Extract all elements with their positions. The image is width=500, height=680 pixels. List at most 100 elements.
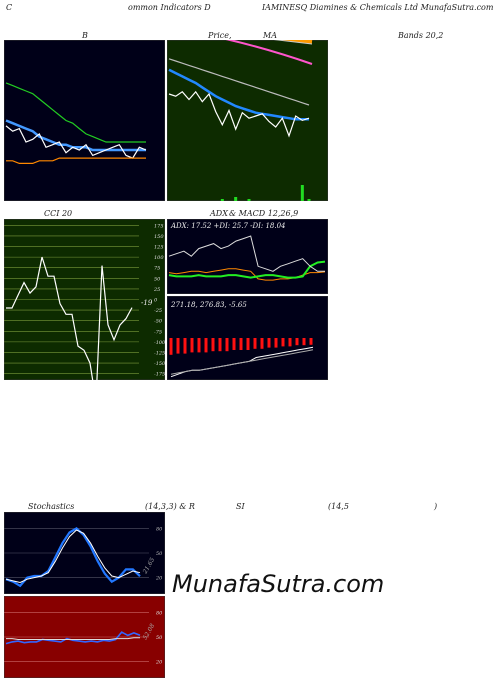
adx-line-+DI	[168, 260, 326, 279]
macd-bar	[204, 338, 208, 353]
macd-bar	[288, 338, 292, 347]
adx-panel: ADX: 17.52 +DI: 25.7 -DI: 18.04	[167, 219, 328, 294]
macd-bar	[190, 338, 194, 353]
stoch-line-1	[5, 529, 141, 584]
cci-tick-label: 25	[153, 287, 160, 293]
price-line-1	[168, 68, 309, 121]
close-paren-label: )	[434, 502, 438, 511]
volume-bar	[300, 185, 304, 201]
bollinger-series	[5, 82, 147, 165]
price-line-0	[168, 58, 310, 106]
macd-bar	[295, 338, 299, 346]
cci-line	[6, 256, 133, 380]
macd-panel: 271.18, 276.83, -5.65	[167, 296, 328, 380]
macd-bar	[239, 338, 243, 350]
rsi-grid: 80 50 20	[4, 610, 163, 666]
cci-tick-label: 150	[154, 234, 164, 240]
macd-bar	[260, 338, 264, 349]
cci-label: CCI 20	[44, 209, 73, 218]
bollinger-line-0	[5, 82, 146, 143]
stoch-tick-label: 20	[155, 576, 163, 582]
macd-bar	[218, 338, 222, 352]
price-ma-panel	[167, 40, 328, 201]
cci-grid: 175 150 125 100 75 50 25 0 -25 -50 -75 -100 -125 -150…	[4, 223, 165, 378]
macd-bars	[169, 338, 313, 355]
ma-label: MA	[263, 31, 277, 40]
header-indicators: ommon Indicators D	[128, 3, 211, 12]
adx-line--DI	[168, 235, 325, 272]
macd-bar	[302, 338, 306, 346]
volume-bar	[234, 197, 238, 201]
adx-label: ADX	[210, 209, 228, 218]
cci-tick-label: -125	[154, 350, 165, 356]
price-series	[168, 58, 310, 138]
watermark: MunafaSutra.com	[172, 570, 385, 598]
bollinger-line-3	[6, 157, 146, 165]
macd-label: & MACD 12,26,9	[229, 209, 299, 218]
stoch-tick-label: 80	[156, 526, 163, 532]
rsi-tick-label: 50	[156, 635, 163, 641]
rsi-params-label: (14,5	[328, 502, 349, 511]
macd-bar	[197, 338, 201, 353]
cci-tick-label: 75	[154, 266, 160, 272]
cci-tick-label: -25	[154, 308, 162, 314]
macd-values-label: 271.18, 276.83, -5.65	[170, 301, 247, 309]
cci-tick-label: 0	[154, 298, 158, 304]
cci-tick-label: 100	[154, 255, 164, 261]
macd-bar	[246, 338, 250, 350]
macd-bar	[274, 338, 278, 348]
stochastics-label: Stochastics	[28, 502, 75, 511]
rsi-label: SI	[236, 502, 245, 511]
cci-series	[6, 256, 133, 380]
macd-bar	[225, 338, 229, 352]
price-line-2	[168, 90, 310, 138]
cci-tick-label: -50	[154, 319, 163, 325]
adx-series	[168, 235, 326, 281]
macd-series	[170, 346, 314, 378]
cci-panel: 175 150 125 100 75 50 25 0 -25 -50 -75 -100 -125 -150…	[4, 219, 165, 380]
volume-bars	[220, 185, 311, 201]
cci-tick-label: -75	[154, 329, 162, 335]
cci-tick-label: 125	[154, 245, 164, 251]
volume-bar	[220, 199, 224, 201]
macd-bar	[267, 338, 271, 348]
stoch-line-0	[5, 527, 141, 588]
bollinger-label: B	[82, 31, 88, 40]
rsi-line-1	[6, 637, 140, 640]
rsi-line-0	[5, 631, 141, 645]
top-pink-line	[225, 40, 313, 65]
stoch-params-label: (14,3,3) & R	[145, 502, 195, 511]
macd-bar	[281, 338, 285, 347]
top-white-line	[273, 40, 313, 45]
cci-value-label: -19	[141, 299, 153, 307]
macd-bar	[169, 338, 173, 355]
stoch-tick-label: 50	[156, 551, 163, 557]
rsi-tick-label: 80	[156, 610, 163, 616]
adx-values-label: ADX: 17.52 +DI: 25.7 -DI: 18.04	[170, 222, 286, 230]
stoch-grid: 80 50 20	[4, 526, 163, 582]
price-label: Price,	[208, 31, 232, 40]
rsi-series	[5, 631, 141, 645]
macd-line-1	[170, 349, 314, 375]
bollinger-line-2	[5, 125, 147, 159]
cci-tick-label: -150	[154, 361, 165, 367]
bands-label: Bands 20,2	[398, 31, 444, 40]
macd-bar	[309, 338, 313, 345]
macd-bar	[211, 338, 215, 352]
cci-tick-label: 175	[154, 223, 164, 229]
cci-tick-label: -100	[154, 340, 165, 346]
macd-bar	[183, 338, 187, 354]
bollinger-panel	[4, 40, 165, 201]
rsi-tick-label: 20	[155, 660, 163, 666]
header-company: IAMINESQ Diamines & Chemicals Ltd Munafa…	[262, 3, 494, 12]
cci-tick-label: -175	[154, 372, 165, 378]
top-orange-line	[279, 40, 313, 44]
macd-bar	[176, 338, 180, 354]
macd-bar	[232, 338, 236, 350]
header-left: C	[6, 3, 13, 12]
stoch-series	[5, 527, 141, 588]
volume-bar	[307, 199, 311, 201]
macd-bar	[253, 338, 257, 349]
